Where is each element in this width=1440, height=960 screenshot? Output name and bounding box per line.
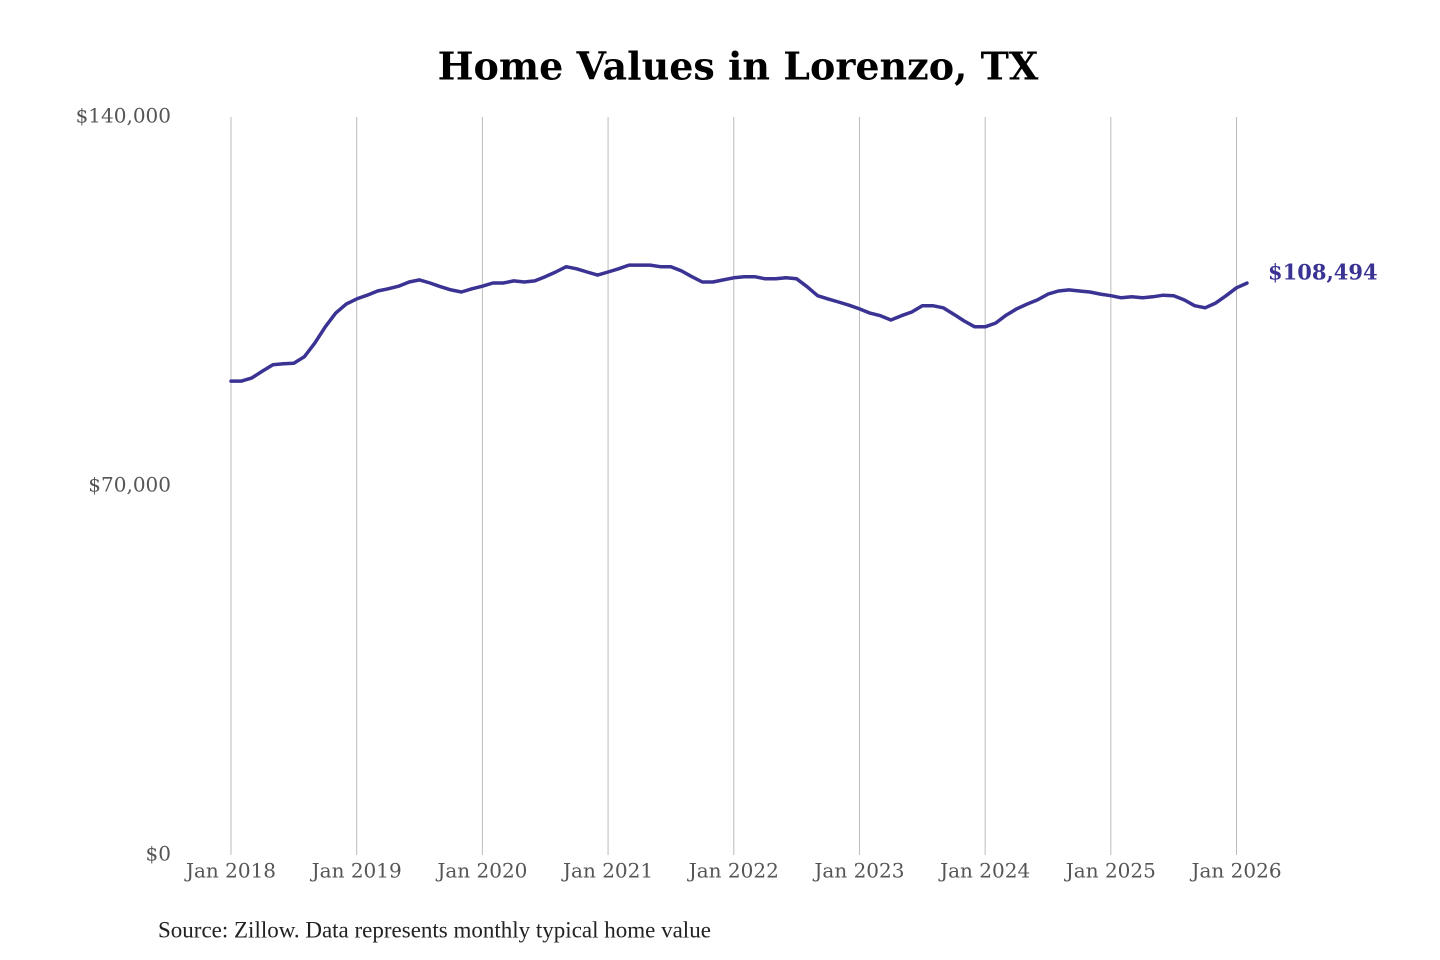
x-tick-label: Jan 2019 [310,859,402,883]
x-tick-label: Jan 2024 [938,859,1030,883]
x-tick-label: Jan 2023 [812,859,904,883]
x-tick-label: Jan 2026 [1189,859,1281,883]
chart-title: Home Values in Lorenzo, TX [438,44,1039,89]
source-note: Source: Zillow. Data represents monthly … [158,917,711,942]
x-tick-label: Jan 2022 [687,859,779,883]
y-tick-label: $0 [146,842,171,866]
x-tick-label: Jan 2020 [435,859,527,883]
x-tick-label: Jan 2021 [561,859,653,883]
y-tick-label: $140,000 [76,104,171,128]
y-tick-label: $70,000 [88,473,171,497]
line-series [229,263,1249,383]
x-tick-label: Jan 2025 [1064,859,1156,883]
value-label: $108,494 [1268,260,1378,285]
x-tick-label: Jan 2018 [184,859,276,883]
